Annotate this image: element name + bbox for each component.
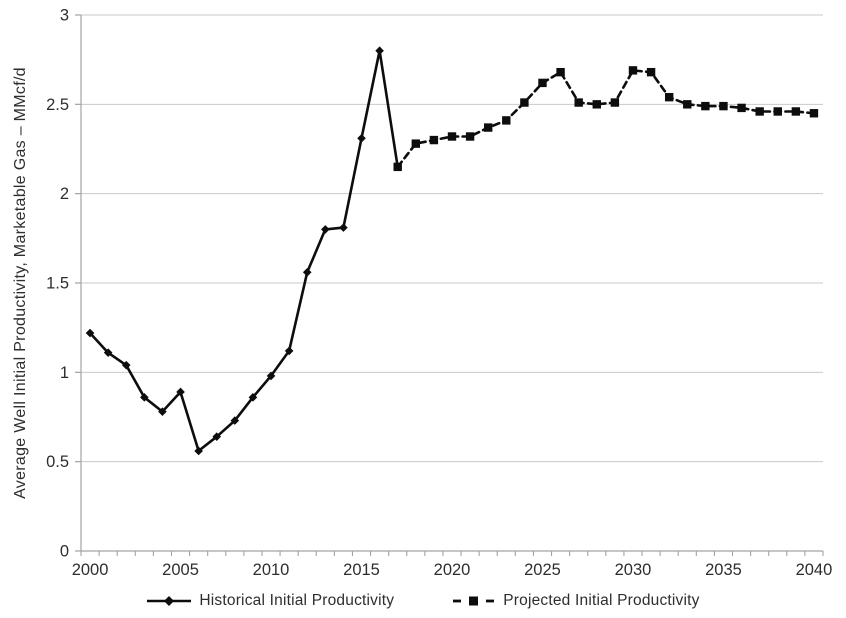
data-point-2008: [230, 416, 240, 425]
data-point-2016: [375, 46, 384, 56]
series-line-projected: [396, 69, 816, 169]
data-point-2028: [592, 100, 601, 109]
data-point-2025: [538, 78, 547, 88]
x-tick-label: 2000: [72, 561, 109, 579]
data-point-2012: [302, 267, 312, 277]
y-tick-label: 0.5: [46, 453, 69, 471]
data-point-2030: [628, 66, 638, 75]
y-tick-label: 2: [60, 185, 69, 203]
y-tick-label: 3: [60, 7, 69, 25]
data-point-2013: [321, 225, 330, 234]
legend-label-projected: Projected Initial Productivity: [503, 592, 700, 609]
data-point-2019: [429, 135, 439, 145]
x-tick-label: 2020: [434, 561, 471, 579]
y-tick-label: 1: [60, 364, 69, 382]
x-tick-label: 2005: [162, 561, 199, 579]
data-point-2006: [194, 446, 203, 456]
data-point-2020: [447, 132, 457, 141]
data-point-2032: [664, 92, 674, 102]
data-point-2034: [701, 101, 710, 111]
data-point-2040: [809, 109, 819, 118]
y-axis-title: Average Well Initial Productivity, Marke…: [12, 67, 29, 499]
data-point-2033: [683, 100, 692, 109]
legend-label-historical: Historical Initial Productivity: [199, 592, 395, 609]
data-point-2005: [176, 387, 185, 397]
data-point-2014: [339, 223, 348, 232]
projected-dash-square-icon: [453, 596, 495, 606]
data-point-2029: [610, 98, 620, 107]
data-point-2018: [411, 139, 421, 148]
data-point-2039: [791, 107, 801, 116]
chart-plot-area: 0 0.5 1 1.5 2 2.5 3 2000 2005 2010 2015 2020 2025 203…: [46, 7, 833, 580]
data-point-2017: [393, 162, 402, 172]
data-point-2007: [212, 432, 222, 441]
data-point-2026: [556, 67, 565, 77]
data-point-2009: [248, 393, 258, 402]
data-point-2002: [121, 360, 131, 370]
data-point-2035: [719, 101, 728, 111]
data-point-2022: [483, 123, 493, 132]
data-point-2037: [755, 107, 764, 116]
data-point-2011: [284, 346, 294, 356]
data-point-2015: [357, 133, 366, 143]
data-point-2038: [773, 107, 782, 116]
y-tick-label: 0: [60, 543, 69, 561]
series-line-historical: [88, 49, 399, 453]
data-point-2021: [465, 132, 475, 141]
data-point-2031: [646, 67, 656, 77]
x-tick-label: 2040: [796, 561, 833, 579]
data-point-2027: [574, 98, 583, 107]
x-tick-label: 2035: [705, 561, 742, 579]
y-tick-label: 2.5: [46, 96, 69, 114]
legend: Historical Initial Productivity Projecte…: [0, 588, 846, 614]
x-tick-label: 2010: [253, 561, 290, 579]
data-point-2010: [266, 371, 276, 381]
data-point-2024: [520, 98, 529, 107]
data-point-2003: [140, 393, 149, 402]
data-point-2036: [737, 103, 746, 113]
data-point-2000: [85, 328, 95, 338]
x-tick-label: 2015: [343, 561, 380, 579]
data-point-2004: [158, 407, 167, 416]
historical-line-diamond-icon: [147, 596, 192, 606]
data-point-2001: [103, 348, 113, 357]
y-tick-label: 1.5: [46, 275, 69, 293]
legend-item-historical: Historical Initial Productivity: [146, 592, 394, 610]
x-tick-label: 2030: [615, 561, 652, 579]
data-point-2023: [502, 116, 511, 125]
legend-item-projected: Projected Initial Productivity: [452, 592, 699, 610]
x-tick-label: 2025: [524, 561, 561, 579]
